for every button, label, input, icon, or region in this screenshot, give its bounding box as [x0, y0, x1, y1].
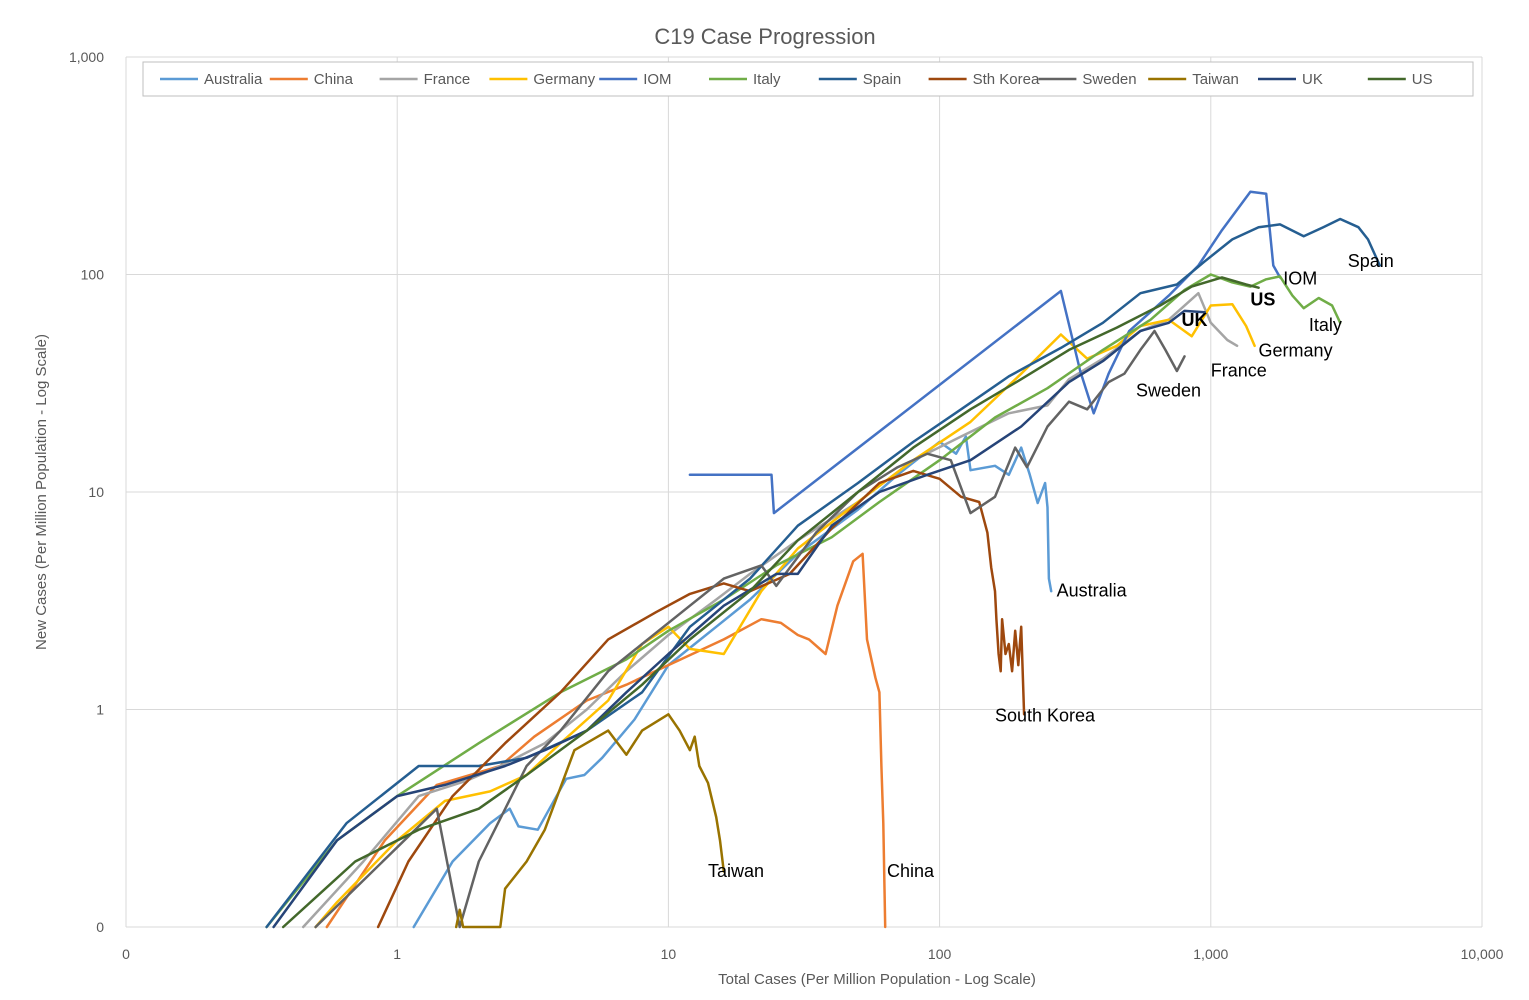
grid	[125, 56, 1483, 928]
legend-label-china: China	[314, 71, 354, 88]
legend-label-spain: Spain	[863, 71, 901, 88]
legend-label-germany: Germany	[533, 71, 595, 88]
annotation-china: China	[887, 861, 935, 881]
x-tick-label: 1,000	[1193, 946, 1228, 962]
series-line-germany	[314, 302, 1256, 929]
y-tick-label: 0	[96, 919, 104, 935]
annotation-spain: Spain	[1348, 251, 1394, 271]
annotation-iom: IOM	[1283, 268, 1317, 288]
y-tick-label: 100	[81, 267, 105, 283]
series-line-italy	[265, 273, 1342, 929]
series-line-us	[281, 276, 1260, 929]
x-tick-label: 10	[661, 946, 677, 962]
series-line-australia	[412, 435, 1053, 929]
series-line-taiwan	[454, 713, 726, 929]
legend-label-uk: UK	[1302, 71, 1323, 88]
legend: Australia China France Germany IOM Italy Spain…	[142, 61, 1474, 97]
legend-label-taiwan: Taiwan	[1192, 71, 1239, 88]
legend-label-sweden: Sweden	[1082, 71, 1136, 88]
series-line-china	[325, 552, 887, 929]
annotation-germany: Germany	[1259, 340, 1333, 360]
series-line-sth-korea	[376, 469, 1026, 929]
legend-box	[142, 61, 1474, 97]
series-line-uk	[272, 309, 1207, 929]
annotation-south-korea: South Korea	[995, 706, 1096, 726]
chart-title: C19 Case Progression	[654, 24, 875, 49]
x-tick-label: 100	[928, 946, 952, 962]
y-axis-label: New Cases (Per Million Population - Log …	[33, 334, 50, 650]
y-tick-label: 1,000	[69, 49, 104, 65]
annotation-france: France	[1211, 360, 1267, 380]
series-line-iom	[688, 190, 1282, 515]
legend-label-france: France	[424, 71, 471, 88]
series-lines	[265, 190, 1382, 929]
x-tick-label: 0	[122, 946, 130, 962]
legend-label-us: US	[1412, 71, 1433, 88]
legend-label-iom: IOM	[643, 71, 671, 88]
legend-label-italy: Italy	[753, 71, 781, 88]
annotation-sweden: Sweden	[1136, 380, 1201, 400]
y-axis-ticks: 0 1 10 100 1,000	[69, 49, 104, 935]
annotation-us: US	[1250, 290, 1275, 310]
x-tick-label: 10,000	[1461, 946, 1504, 962]
legend-label-sth-korea: Sth Korea	[973, 71, 1040, 88]
x-tick-label: 1	[393, 946, 401, 962]
y-tick-label: 1	[96, 702, 104, 718]
x-axis-ticks: 0 1 10 100 1,000 10,000	[122, 946, 1504, 962]
series-line-sweden	[314, 329, 1186, 929]
annotation-australia: Australia	[1057, 581, 1128, 601]
y-tick-label: 10	[88, 484, 104, 500]
annotation-italy: Italy	[1309, 315, 1342, 335]
annotation-uk: UK	[1182, 310, 1208, 330]
legend-label-australia: Australia	[204, 71, 263, 88]
x-axis-label: Total Cases (Per Million Population - Lo…	[718, 971, 1036, 988]
annotation-taiwan: Taiwan	[708, 861, 764, 881]
